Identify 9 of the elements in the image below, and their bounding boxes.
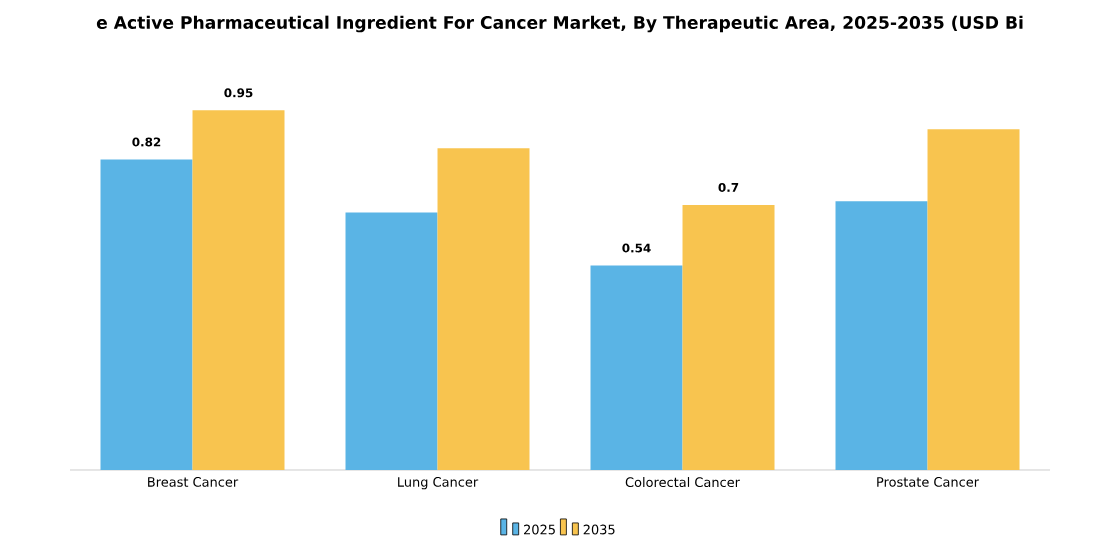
bar	[100, 159, 193, 470]
bar	[835, 201, 928, 470]
chart-title: e Active Pharmaceutical Ingredient For Cancer Market, By Therapeutic Area, 2025-2035 (USD Bi	[96, 15, 1023, 33]
bar	[927, 129, 1020, 470]
bar	[590, 265, 683, 470]
bar	[682, 204, 775, 470]
bar	[345, 212, 438, 470]
bar	[192, 110, 285, 470]
bar	[437, 148, 530, 470]
